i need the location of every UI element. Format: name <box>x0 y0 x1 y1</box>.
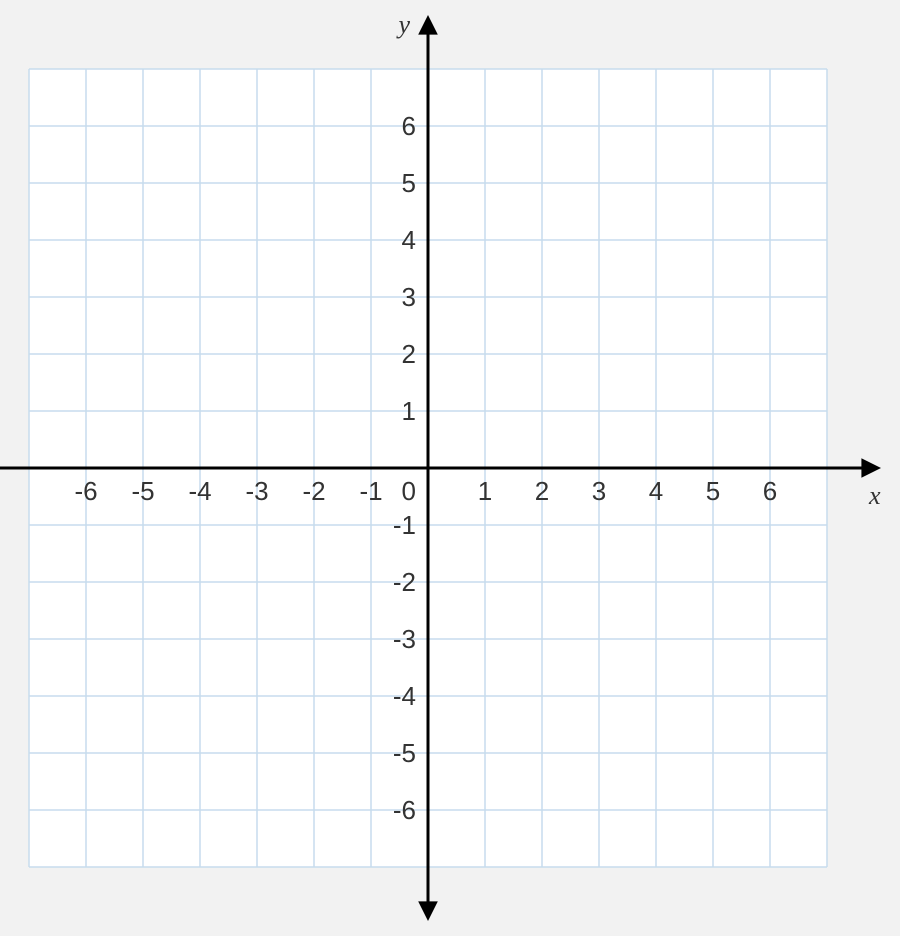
axis-arrowhead <box>418 901 438 921</box>
y-tick-label: -6 <box>393 795 416 825</box>
axis-arrowhead <box>861 458 881 478</box>
y-tick-label: -2 <box>393 567 416 597</box>
y-tick-label: -3 <box>393 624 416 654</box>
x-tick-label: 6 <box>763 476 777 506</box>
y-tick-label: 6 <box>402 111 416 141</box>
x-tick-label: -4 <box>188 476 211 506</box>
y-tick-label: 2 <box>402 339 416 369</box>
y-tick-label: 4 <box>402 225 416 255</box>
x-tick-label: -3 <box>245 476 268 506</box>
y-tick-label: 3 <box>402 282 416 312</box>
chart-svg: -6 -5 -4 -3 -2 -1 1 2 3 4 5 6 -6 -5 -4 -3 -2 -1 1 2 3 4 5 6 0 x y <box>0 0 900 936</box>
x-tick-label: -1 <box>359 476 382 506</box>
y-tick-label: 1 <box>402 396 416 426</box>
y-axis-label: y <box>395 10 410 39</box>
x-tick-label: 3 <box>592 476 606 506</box>
axis-arrowhead <box>418 15 438 35</box>
y-tick-label: -5 <box>393 738 416 768</box>
x-tick-label: -5 <box>131 476 154 506</box>
x-tick-label: -6 <box>74 476 97 506</box>
origin-label: 0 <box>402 476 416 506</box>
coordinate-plane-chart: -6 -5 -4 -3 -2 -1 1 2 3 4 5 6 -6 -5 -4 -3 -2 -1 1 2 3 4 5 6 0 x y <box>0 0 900 936</box>
x-axis-label: x <box>868 481 881 510</box>
x-tick-label: -2 <box>302 476 325 506</box>
x-tick-label: 5 <box>706 476 720 506</box>
y-tick-label: 5 <box>402 168 416 198</box>
x-tick-label: 4 <box>649 476 663 506</box>
y-tick-label: -4 <box>393 681 416 711</box>
y-tick-label: -1 <box>393 510 416 540</box>
x-tick-label: 2 <box>535 476 549 506</box>
x-tick-label: 1 <box>478 476 492 506</box>
